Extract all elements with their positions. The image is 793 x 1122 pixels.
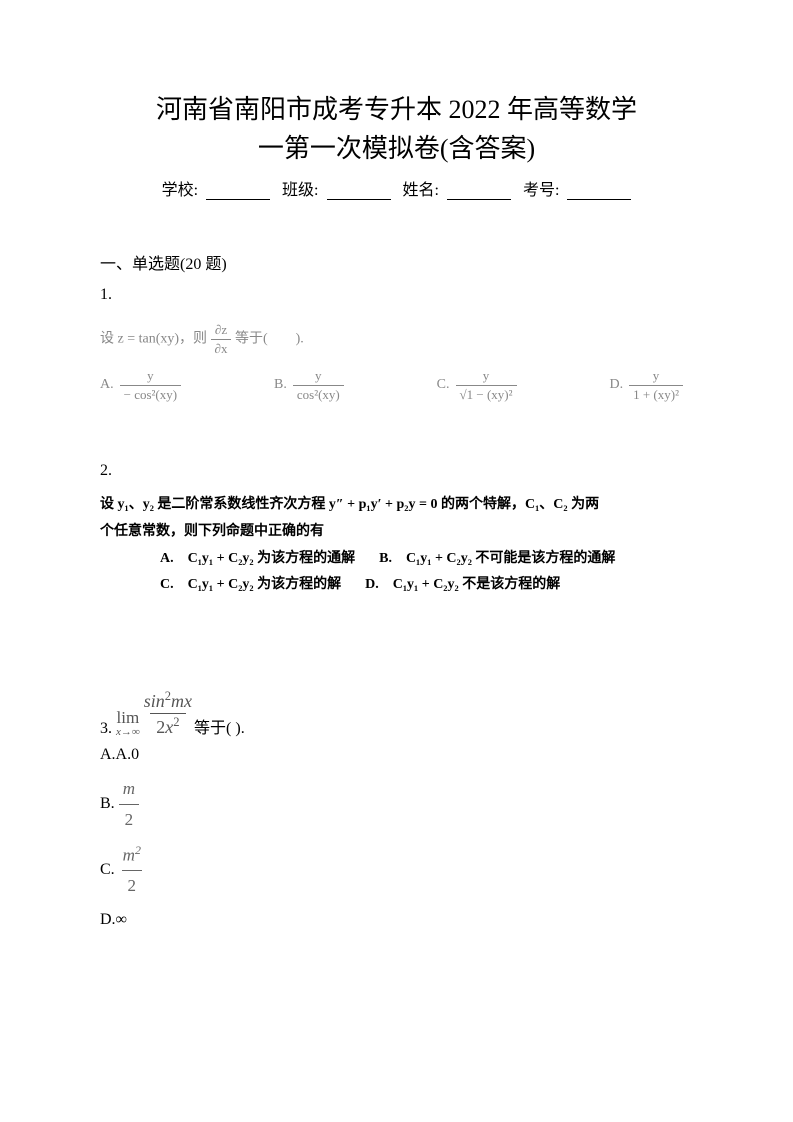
q1-optC-label: C. [437,377,450,393]
q2-optB: B. C₁y₁ + C₂y₂ 不可能是该方程的通解 [379,546,615,573]
q3-optB: B. m 2 [100,775,693,832]
q3-optC-num: m2 [119,841,145,870]
q2-optA: A. C₁y₁ + C₂y₂ 为该方程的通解 [160,546,355,573]
q1-optD-frac: y 1 + (xy)² [629,368,683,402]
q1-optA-frac: y − cos²(xy) [120,368,181,402]
document-title: 河南省南阳市成考专升本 2022 年高等数学 一第一次模拟卷(含答案) [100,90,693,168]
q1-partial-num: ∂z [211,322,231,339]
q3-number: 3. [100,720,112,738]
q3-optD: D.∞ [100,907,693,933]
section-1-title: 一、单选题(20 题) [100,250,693,274]
q1-option-c: C. y √1 − (xy)² [437,368,517,402]
q1-optB-frac: y cos²(xy) [293,368,344,402]
q3-optC-den: 2 [122,870,143,899]
name-blank[interactable] [447,182,511,200]
q1-optC-den: √1 − (xy)² [456,385,517,403]
q2-opt-row-2: C. C₁y₁ + C₂y₂ 为该方程的解 D. C₁y₁ + C₂y₂ 不是该… [160,572,693,599]
number-label: 考号: [523,182,559,199]
q3-frac-den: 2x2 [150,713,185,738]
q1-number: 1. [100,286,693,304]
q1-optA-num: y [143,368,158,385]
q3-limit-expr: lim x→∞ [116,708,140,738]
q2-number: 2. [100,462,693,480]
title-line-1: 河南省南阳市成考专升本 2022 年高等数学 [156,95,637,124]
q3-optC-frac: m2 2 [119,841,145,899]
q1-prompt: 设 z = tan(xy)，则 ∂z ∂x 等于( ). [100,322,693,356]
question-3: 3. lim x→∞ sin2mx 2x2 等于( ). A.A.0 B. m … [100,689,693,933]
q3-optC: C. m2 2 [100,841,693,899]
q3-optB-den: 2 [119,804,140,833]
q1-optD-label: D. [609,377,623,393]
question-2: 2. 设 y₁、y₂ 是二阶常系数线性齐次方程 y″ + p₁y′ + p₂y … [100,462,693,598]
q2-optC: C. C₁y₁ + C₂y₂ 为该方程的解 [160,572,341,599]
q3-lim-sub: x→∞ [116,726,140,738]
q3-options: A.A.0 B. m 2 C. m2 2 D.∞ [100,742,693,933]
q2-opt-row-1: A. C₁y₁ + C₂y₂ 为该方程的通解 B. C₁y₁ + C₂y₂ 不可… [160,546,693,573]
q1-option-d: D. y 1 + (xy)² [609,368,683,402]
q3-optA: A.A.0 [100,742,693,768]
q1-partial-den: ∂x [211,339,232,357]
q1-optD-den: 1 + (xy)² [629,385,683,403]
q3-suffix: 等于( ). [194,714,245,738]
number-blank[interactable] [567,182,631,200]
q1-optB-label: B. [274,377,287,393]
class-blank[interactable] [327,182,391,200]
q2-body: 设 y₁、y₂ 是二阶常系数线性齐次方程 y″ + p₁y′ + p₂y = 0… [100,492,693,545]
q1-optB-den: cos²(xy) [293,385,344,403]
q3-optB-num: m [119,775,139,803]
q3-frac-num: sin2mx [142,689,194,713]
q2-line2: 个任意常数，则下列命题中正确的有 [100,519,693,546]
name-label: 姓名: [403,182,439,199]
school-label: 学校: [162,182,198,199]
q1-options-row: A. y − cos²(xy) B. y cos²(xy) C. y √1 − … [100,368,693,402]
q1-option-a: A. y − cos²(xy) [100,368,181,402]
q2-line1: 设 y₁、y₂ 是二阶常系数线性齐次方程 y″ + p₁y′ + p₂y = 0… [100,492,693,519]
q1-optC-num: y [479,368,494,385]
q1-partial-derivative: ∂z ∂x [211,322,232,356]
class-label: 班级: [282,182,318,199]
q1-optA-label: A. [100,377,114,393]
q2-optD: D. C₁y₁ + C₂y₂ 不是该方程的解 [365,572,560,599]
q3-prompt-line: 3. lim x→∞ sin2mx 2x2 等于( ). [100,689,693,738]
q1-prompt-prefix: 设 z = tan(xy)，则 [100,331,207,346]
q2-options: A. C₁y₁ + C₂y₂ 为该方程的通解 B. C₁y₁ + C₂y₂ 不可… [100,546,693,599]
title-line-2: 一第一次模拟卷(含答案) [258,134,535,163]
student-info-row: 学校: 班级: 姓名: 考号: [100,176,693,200]
q1-prompt-suffix: 等于( ). [235,331,304,346]
q3-lim: lim [117,708,140,728]
q3-optC-label: C. [100,857,115,883]
q3-optB-label: B. [100,791,115,817]
q3-fraction: sin2mx 2x2 [142,689,194,738]
school-blank[interactable] [206,182,270,200]
q3-optB-frac: m 2 [119,775,140,832]
q1-optA-den: − cos²(xy) [120,385,181,403]
q1-optD-num: y [649,368,664,385]
q1-option-b: B. y cos²(xy) [274,368,344,402]
q1-optC-frac: y √1 − (xy)² [456,368,517,402]
q1-optB-num: y [311,368,326,385]
